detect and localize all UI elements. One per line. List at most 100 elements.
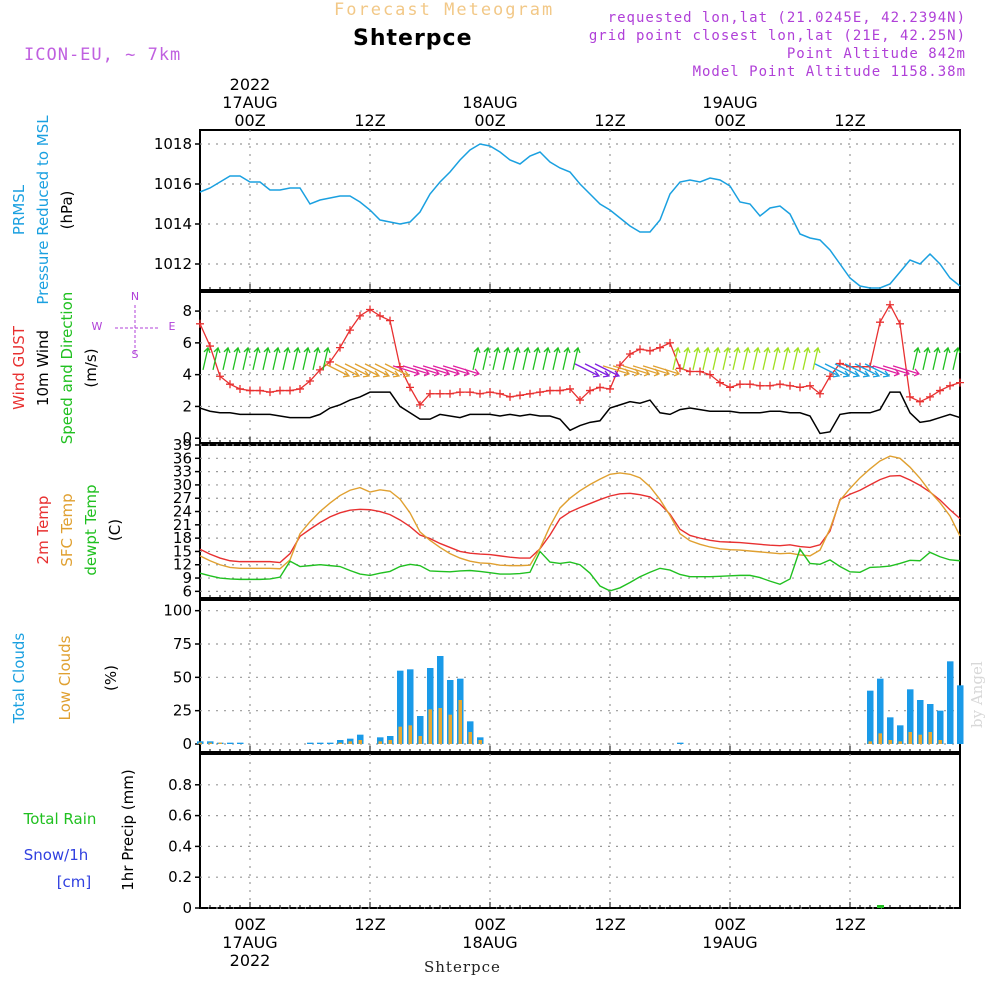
wind-direction-arrow: [752, 346, 761, 371]
panel-label: Low Clouds: [56, 635, 74, 720]
gust-marker: [226, 380, 234, 389]
panel-label: PRMSL: [10, 184, 28, 235]
low-cloud-bar: [418, 736, 422, 744]
low-cloud-bar: [398, 726, 402, 744]
total-cloud-bar: [437, 656, 444, 744]
gust-marker: [256, 386, 264, 395]
panel-label: Pressure Reduced to MSL: [34, 115, 52, 305]
compass-e: E: [169, 320, 176, 333]
total-cloud-bar: [877, 678, 884, 744]
panel-label: (m/s): [82, 348, 100, 387]
gust-marker: [926, 392, 934, 401]
gust-marker: [626, 349, 634, 358]
low-cloud-bar: [478, 740, 482, 744]
low-cloud-bar: [908, 732, 912, 744]
point-altitude: Point Altitude 842m: [786, 46, 966, 62]
y-tick-label: 0: [182, 735, 192, 753]
bottom-time-label: 00Z: [474, 915, 505, 934]
gust-marker: [386, 316, 394, 325]
wind-direction-arrow: [672, 346, 681, 371]
panel-label: 10m Wind: [34, 330, 52, 406]
y-tick-label: 30: [173, 476, 192, 494]
bottom-time-label: 19AUG: [702, 933, 757, 952]
total-cloud-bar: [327, 742, 334, 744]
wind-direction-arrow: [864, 363, 891, 378]
gust-marker: [476, 389, 484, 398]
gust-marker: [596, 383, 604, 392]
wind-direction-arrow: [542, 346, 551, 371]
total-cloud-bar: [197, 741, 204, 744]
gust-marker: [356, 311, 364, 320]
gust-marker: [666, 338, 674, 347]
total-cloud-bar: [897, 725, 904, 744]
y-tick-label: 39: [173, 436, 192, 454]
top-time-label: 2022: [230, 75, 271, 94]
gust-marker: [236, 384, 244, 393]
requested-coords: requested lon,lat (21.0245E, 42.2394N): [607, 10, 966, 26]
gust-marker: [556, 386, 564, 395]
total-cloud-bar: [307, 742, 314, 744]
wind-direction-arrow: [212, 346, 221, 371]
low-cloud-bar: [438, 708, 442, 744]
gust-marker: [206, 342, 214, 351]
low-cloud-bar: [348, 741, 352, 744]
precip-side-label: Total Rain: [23, 810, 97, 828]
wind-direction-arrow: [584, 363, 611, 378]
gust-marker: [486, 388, 494, 397]
wind-direction-arrow: [922, 346, 931, 371]
wind-direction-arrow: [272, 346, 281, 371]
bottom-time-label: 18AUG: [462, 933, 517, 952]
wind-direction-arrow: [512, 346, 521, 371]
wind-direction-arrow: [802, 346, 811, 371]
low-cloud-bar: [918, 734, 922, 744]
wind-direction-arrow: [384, 363, 411, 378]
panel-label: (C): [106, 519, 124, 541]
gust-marker: [776, 380, 784, 389]
gust-marker: [606, 384, 614, 393]
gust-marker: [196, 319, 204, 328]
low-cloud-bar: [358, 740, 362, 744]
wind-direction-arrow: [532, 346, 541, 371]
gust-marker: [716, 378, 724, 387]
y-tick-label: 33: [173, 463, 192, 481]
top-time-label: 12Z: [354, 111, 385, 130]
bottom-time-label: 00Z: [234, 915, 265, 934]
gust-marker: [426, 389, 434, 398]
total-cloud-bar: [957, 685, 964, 744]
precip-side-label: Snow/1h: [24, 846, 89, 864]
wind-direction-arrow: [522, 346, 531, 371]
top-time-label: 00Z: [714, 111, 745, 130]
wind-direction-arrow: [452, 365, 481, 377]
wind-direction-arrow: [292, 346, 301, 371]
wind-direction-arrow: [472, 346, 481, 371]
gust-marker: [296, 384, 304, 393]
compass-arrows: [115, 305, 160, 353]
wind-direction-arrow: [652, 365, 681, 377]
panel-label: (%): [102, 665, 120, 691]
model-altitude: Model Point Altitude 1158.38m: [692, 64, 966, 80]
gust-marker: [516, 391, 524, 400]
panel-label: (hPa): [58, 191, 76, 230]
gust-marker: [896, 319, 904, 328]
temp-line-2: [199, 547, 961, 592]
y-tick-label: 24: [173, 503, 192, 521]
gust-marker: [946, 381, 954, 390]
wind-direction-arrow: [354, 363, 381, 378]
gust-marker: [366, 305, 374, 314]
low-cloud-bar: [928, 732, 932, 744]
gust-marker: [676, 364, 684, 373]
panel-frame: [199, 753, 961, 909]
panel-label: 2m Temp: [34, 496, 52, 565]
gust-marker: [266, 388, 274, 397]
wind-direction-arrow: [322, 346, 331, 371]
low-cloud-bar: [428, 709, 432, 744]
precip-side-label: [cm]: [57, 873, 92, 891]
wind-direction-arrow: [892, 365, 921, 377]
panel-label: Speed and Direction: [58, 292, 76, 445]
gust-marker: [546, 386, 554, 395]
y-tick-label: 100: [163, 602, 192, 620]
y-tick-label: 2: [182, 397, 192, 415]
total-cloud-bar: [907, 689, 914, 744]
bottom-time-label: 12Z: [834, 915, 865, 934]
total-cloud-bar: [317, 742, 324, 744]
